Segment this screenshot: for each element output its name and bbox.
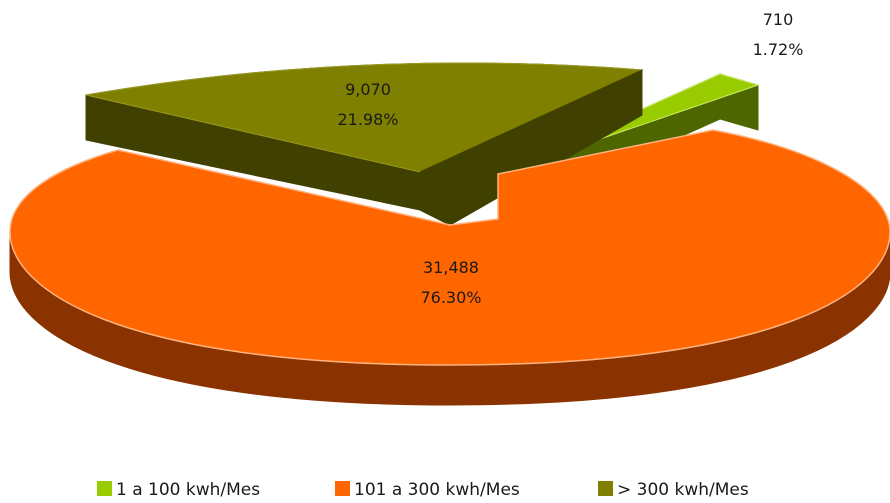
slice-101-a-300-kwh[interactable] [9, 129, 890, 406]
data-labels: 710 1.72% 9,070 21.98% 31,488 76.30% [337, 10, 803, 307]
legend-swatch-over-300 [598, 481, 613, 496]
slice-101-a-300-top [9, 129, 890, 366]
legend-label-101-a-300: 101 a 300 kwh/Mes [354, 480, 520, 500]
legend-swatch-101-a-300 [335, 481, 350, 496]
value-label-1-a-100: 710 [763, 10, 794, 29]
legend-item-over-300[interactable]: > 300 kwh/Mes [598, 480, 749, 500]
legend-swatch-1-a-100 [97, 481, 112, 496]
percent-label-101-a-300: 76.30% [420, 288, 481, 307]
percent-label-over-300: 21.98% [337, 110, 398, 129]
pie-slices [9, 62, 890, 406]
slice-over-300-top [85, 62, 644, 173]
legend-label-1-a-100: 1 a 100 kwh/Mes [116, 480, 260, 500]
legend-label-over-300: > 300 kwh/Mes [617, 480, 749, 500]
value-label-over-300: 9,070 [345, 80, 391, 99]
legend: 1 a 100 kwh/Mes 101 a 300 kwh/Mes > 300 … [97, 480, 749, 500]
value-label-101-a-300: 31,488 [423, 258, 479, 277]
legend-item-1-a-100[interactable]: 1 a 100 kwh/Mes [97, 480, 260, 500]
legend-item-101-a-300[interactable]: 101 a 300 kwh/Mes [335, 480, 520, 500]
percent-label-1-a-100: 1.72% [753, 40, 804, 59]
